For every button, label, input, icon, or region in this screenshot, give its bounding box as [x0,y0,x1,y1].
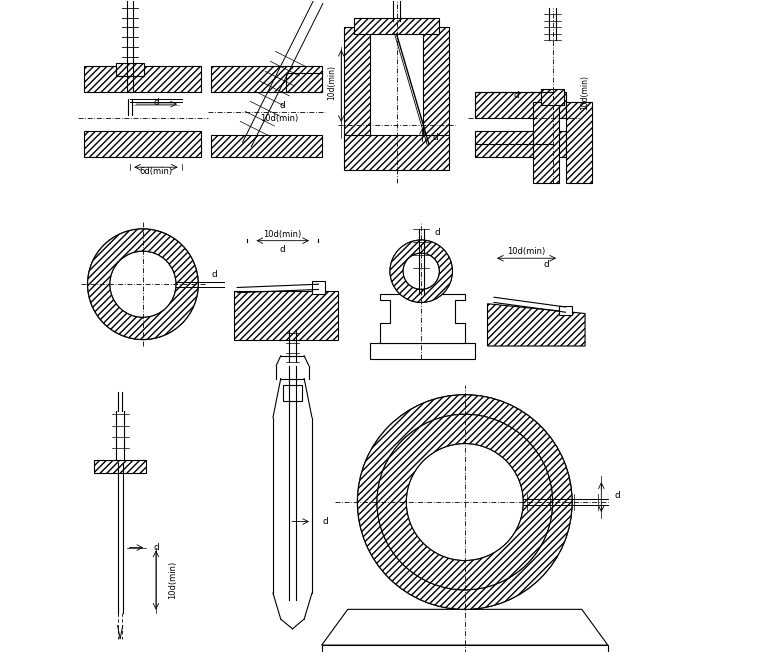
Text: d: d [543,261,549,269]
Text: d: d [153,543,159,552]
Text: 10d(min): 10d(min) [327,65,336,100]
Polygon shape [286,73,321,93]
Text: d: d [153,98,159,106]
Text: d: d [434,228,441,237]
Bar [211,135,321,157]
Text: 10d(min): 10d(min) [508,247,546,256]
Text: 10d(min): 10d(min) [580,75,590,110]
Text: 10d(min): 10d(min) [264,230,302,238]
Bar [345,135,448,170]
Bar [345,27,370,138]
Circle shape [357,395,572,609]
Bar [234,291,338,340]
Bar [115,63,144,76]
Text: d: d [433,133,438,142]
Text: d: d [280,246,285,254]
Wedge shape [87,229,198,340]
Text: 6d(min): 6d(min) [140,167,172,176]
Bar [533,102,559,183]
Bar [370,343,474,359]
Text: 10d(min): 10d(min) [168,561,177,599]
Wedge shape [390,240,452,302]
Text: d: d [615,491,620,500]
Bar [566,102,591,183]
Text: 10d(min): 10d(min) [261,114,299,123]
Text: d: d [211,270,218,279]
Wedge shape [377,414,552,590]
Bar [211,67,321,93]
Bar [321,645,608,653]
Circle shape [406,443,523,560]
Circle shape [110,251,176,317]
Bar [283,385,302,402]
Bar [474,131,566,157]
Bar [84,67,201,93]
Bar [84,131,201,157]
Bar [474,93,566,118]
Circle shape [87,229,198,340]
Bar [94,460,146,473]
Circle shape [403,253,439,289]
Text: d: d [322,517,328,526]
Circle shape [377,414,552,590]
Bar [423,27,448,138]
Text: d: d [280,101,285,110]
Wedge shape [357,395,572,609]
Text: d: d [514,91,519,100]
Bar [541,89,564,105]
Bar [312,281,325,294]
Polygon shape [321,609,608,645]
Circle shape [390,240,452,302]
Polygon shape [380,294,465,343]
Bar [354,18,439,34]
Polygon shape [488,304,585,346]
Bar [559,306,572,315]
